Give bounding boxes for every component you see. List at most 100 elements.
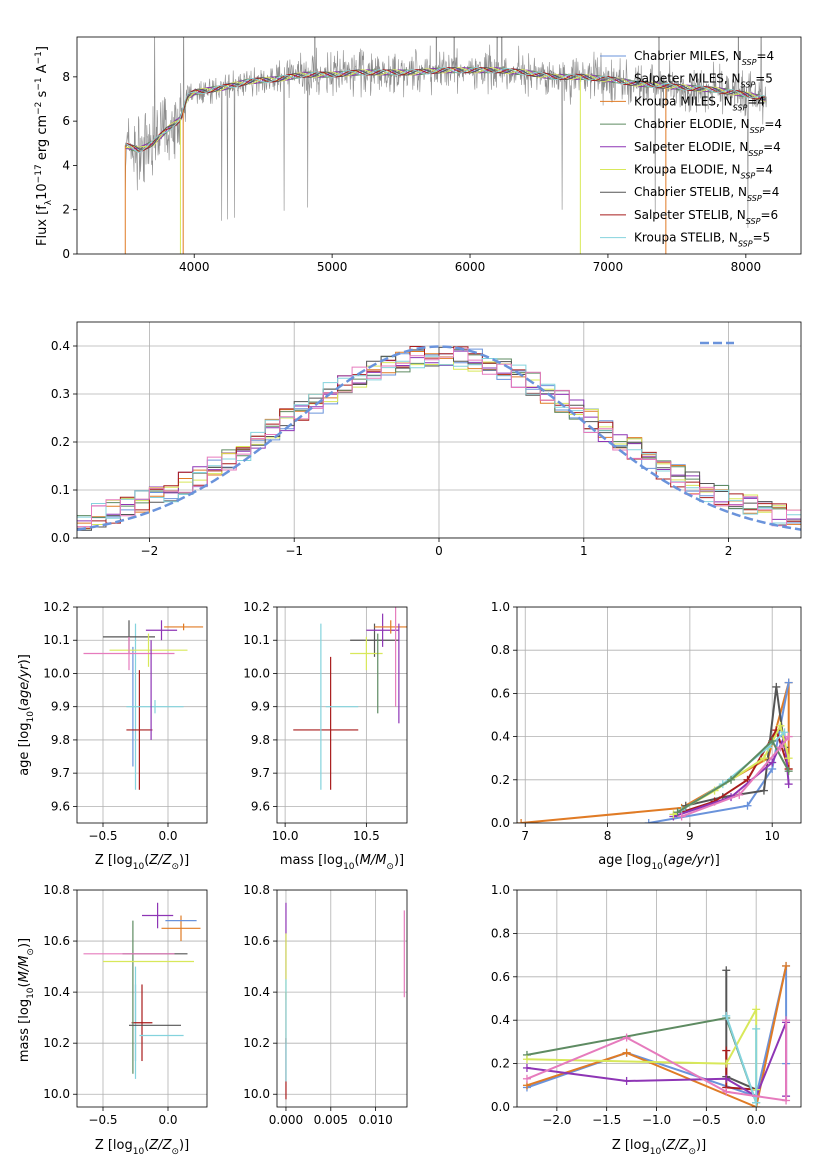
legend-text: Chabrier ELODIE, N [634,117,750,131]
axes-frame [76,36,802,255]
x-tick-label: −1.0 [642,1113,671,1127]
legend-label: Chabrier STELIB, NSSP=4 [634,185,779,203]
label-part: 10 [133,1147,145,1157]
label-part: ( [144,853,149,868]
y-tick-label: 4 [62,158,70,172]
plot-area [77,322,801,538]
series-line [676,739,790,814]
y-tick-label: 0.0 [51,531,70,545]
y-tick-label: 2 [62,203,70,217]
label-part: 10 [133,862,145,872]
y-tick-label: 0.8 [491,926,510,940]
label-part: −17 [34,164,44,183]
x-tick-label: 0.0 [158,1113,177,1127]
x-axis-label: Z [log10(Z/Z⊙)] [95,853,189,872]
y-tick-label: 0.8 [491,643,510,657]
y-tick-label: 10.6 [243,934,270,948]
y-tick-label: 9.7 [51,766,70,780]
axes-frame [276,889,408,1108]
y-tick-label: 10.0 [243,666,270,680]
y-axis-label: age [log10(age/yr)] [17,654,36,776]
plot-area [277,890,407,1107]
x-tick-label: 2 [725,544,733,558]
label-part: )] [17,938,32,948]
plot-area [77,890,207,1107]
y-tick-label: 0.0 [491,1100,510,1114]
label-part: )] [696,1138,706,1153]
y-tick-label: 10.0 [243,1087,270,1101]
label-part: )] [179,853,189,868]
y-tick-label: 0.2 [51,435,70,449]
x-tick-label: 0.010 [358,1113,392,1127]
label-part: ( [17,982,32,987]
label-part: 10 [343,862,355,872]
legend-text: =4 [756,49,774,63]
y-tick-label: 10.1 [43,633,70,647]
label-part: mass [log [280,853,343,868]
legend-text: Salpeter STELIB, N [634,208,746,222]
label-part: age/yr [17,663,32,706]
legend-text: Kroupa STELIB, N [634,231,738,245]
legend-sub: SSP [748,148,763,157]
y-tick-label: 0.3 [51,387,70,401]
legend-sub: SSP [747,194,762,203]
y-tick-label: 9.6 [51,799,70,813]
y-tick-label: 0.6 [491,970,510,984]
label-part: Z [log [612,1138,650,1153]
legend-label: Salpeter ELODIE, NSSP=4 [634,140,781,158]
legend-label: Salpeter STELIB, NSSP=6 [634,208,778,226]
label-part: age/yr [668,853,711,868]
legend-text: =6 [760,208,778,222]
legend-text: =5 [753,231,771,245]
x-tick-label: 10.0 [272,829,299,843]
x-tick-label: 0.0 [747,1113,766,1127]
panel-Z-age: −0.5 0.0 9.6 9.7 9.8 9.9 10.0 10.1 10.2 [43,600,208,843]
y-tick-label: 9.6 [251,799,270,813]
legend-sub: SSP [742,58,757,67]
panel-mass-age: 10.0 10.5 9.6 9.7 9.8 9.9 10.0 10.1 10.2 [243,600,408,843]
x-tick-label: 0.0 [158,829,177,843]
y-tick-label: 10.8 [43,883,70,897]
label-part: Flux [f [35,205,50,246]
y-tick-label: 10.0 [43,666,70,680]
label-part: )] [710,853,720,868]
x-tick-label: 8000 [731,260,762,274]
axes-frame [516,606,802,824]
label-part: Z/Z [665,1138,689,1153]
y-tick-label: 10.6 [43,934,70,948]
series-line [521,682,790,823]
legend-label: Chabrier MILES, NSSP=4 [634,49,774,67]
normal-curve [77,345,801,531]
x-axis-label: age [log10(age/yr)] [598,853,720,872]
x-tick-label: 0.000 [269,1113,303,1127]
legend-text: Chabrier STELIB, N [634,185,747,199]
y-tick-label: 0.4 [51,339,70,353]
label-part: age [log [17,723,32,776]
x-tick-label: −0.5 [88,1113,117,1127]
y-tick-label: 9.9 [251,700,270,714]
label-part: 10 [26,711,36,723]
x-tick-label: −1.5 [592,1113,621,1127]
x-tick-label: 6000 [455,260,486,274]
legend-label: Kroupa MILES, NSSP=4 [634,94,765,112]
y-tick-label: 9.9 [51,700,70,714]
x-tick-label: 4000 [179,260,210,274]
y-tick-label: 0.6 [491,686,510,700]
axes-frame [76,889,208,1108]
label-part: Z [log [95,1138,133,1153]
legend-label: Kroupa ELODIE, NSSP=4 [634,163,773,181]
y-tick-label: 6 [62,114,70,128]
x-tick-label: 8 [604,829,612,843]
legend-sub: SSP [741,80,756,89]
y-tick-label: 10.2 [243,1036,270,1050]
legend-text: Salpeter MILES, N [634,72,741,86]
x-tick-label: −1 [285,544,303,558]
y-tick-label: 0.0 [491,816,510,830]
model-spectrum [125,67,766,153]
legend-sub: SSP [746,216,761,225]
axes-frame [76,606,208,824]
x-axis-label: Z [log10(Z/Z⊙)] [95,1138,189,1157]
legend-sub: SSP [741,171,756,180]
x-axis-label: mass [log10(M/M⊙)] [280,853,404,872]
y-tick-label: 9.7 [251,766,270,780]
